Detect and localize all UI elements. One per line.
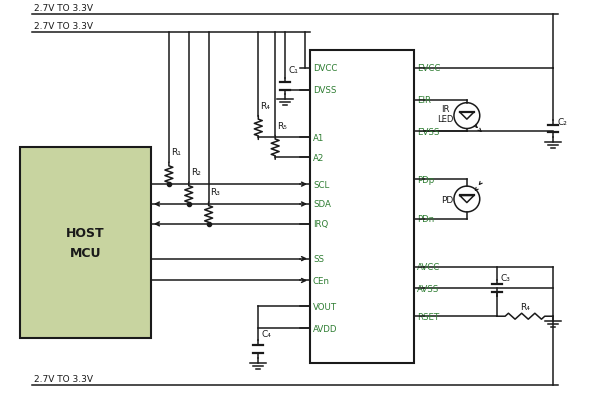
Text: SS: SS xyxy=(313,254,324,264)
Text: SDA: SDA xyxy=(313,200,331,209)
Text: 2.7V TO 3.3V: 2.7V TO 3.3V xyxy=(34,22,93,31)
Text: C₂: C₂ xyxy=(557,117,567,126)
Text: DVCC: DVCC xyxy=(313,64,337,73)
Text: R₂: R₂ xyxy=(191,168,200,177)
Text: CEn: CEn xyxy=(313,276,330,285)
Text: MCU: MCU xyxy=(70,247,101,260)
Text: DVSS: DVSS xyxy=(313,86,336,95)
Text: 2.7V TO 3.3V: 2.7V TO 3.3V xyxy=(34,4,93,13)
Text: RSET: RSET xyxy=(417,312,439,321)
Text: 2.7V TO 3.3V: 2.7V TO 3.3V xyxy=(34,374,93,383)
Text: EIR: EIR xyxy=(417,96,431,105)
Text: AVSS: AVSS xyxy=(417,284,439,293)
Text: EVSS: EVSS xyxy=(417,128,440,136)
Text: A2: A2 xyxy=(313,153,324,162)
Text: R₃: R₃ xyxy=(211,188,220,196)
Text: PDp: PDp xyxy=(417,175,434,184)
Text: PD: PD xyxy=(441,195,453,204)
Bar xyxy=(310,51,414,363)
Text: AVDD: AVDD xyxy=(313,324,337,333)
Text: VOUT: VOUT xyxy=(313,302,337,311)
Text: C₄: C₄ xyxy=(261,329,271,338)
Text: R₄: R₄ xyxy=(260,101,270,111)
Text: HOST: HOST xyxy=(66,227,105,240)
Text: IR
LED: IR LED xyxy=(437,104,453,124)
Text: R₅: R₅ xyxy=(277,121,287,130)
Text: PDn: PDn xyxy=(417,215,434,224)
Bar xyxy=(20,148,151,338)
Text: SCL: SCL xyxy=(313,180,329,189)
Text: AVCC: AVCC xyxy=(417,262,440,271)
Text: EVCC: EVCC xyxy=(417,64,440,73)
Text: IRQ: IRQ xyxy=(313,220,328,229)
Text: C₃: C₃ xyxy=(500,273,511,282)
Text: C₁: C₁ xyxy=(288,66,298,75)
Text: R₄: R₄ xyxy=(520,302,530,311)
Text: A1: A1 xyxy=(313,134,324,143)
Text: R₁: R₁ xyxy=(171,148,181,157)
